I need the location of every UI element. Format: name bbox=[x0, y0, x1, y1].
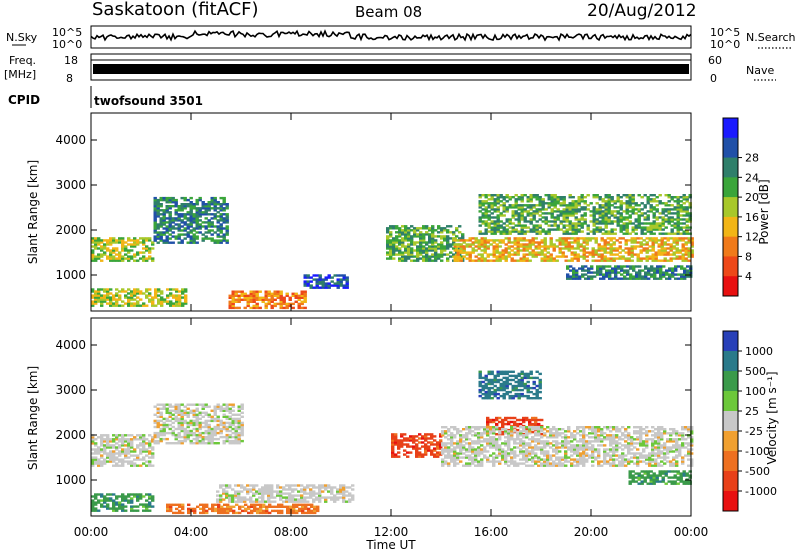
velocity-colorbar-tick: -100 bbox=[745, 445, 770, 458]
power-colorbar-segment bbox=[723, 177, 738, 198]
velocity-xtick-label: 12:00 bbox=[374, 525, 409, 539]
power-colorbar-segment bbox=[723, 137, 738, 159]
velocity-xtick-label: 00:00 bbox=[74, 525, 109, 539]
velocity-colorbar-tick: 100 bbox=[745, 385, 766, 398]
power-ytick-label: 3000 bbox=[55, 178, 86, 192]
velocity-colorbar-segment bbox=[723, 391, 738, 412]
velocity-colorbar-tick: 1000 bbox=[745, 345, 773, 358]
velocity-echo-region bbox=[91, 493, 155, 512]
velocity-colorbar-tick: 500 bbox=[745, 365, 766, 378]
velocity-echo-region bbox=[478, 370, 542, 400]
power-colorbar-segment bbox=[723, 276, 738, 297]
velocity-colorbar-segment bbox=[723, 491, 738, 512]
freq-tick-top: 18 bbox=[64, 54, 78, 67]
velocity-ytick-label: 2000 bbox=[55, 428, 86, 442]
velocity-colorbar-tick: 25 bbox=[745, 405, 759, 418]
velocity-colorbar-segment bbox=[723, 451, 738, 472]
nsearch-tick-bottom: 10^0 bbox=[710, 38, 740, 51]
velocity-colorbar-segment bbox=[723, 331, 738, 352]
cpid-label: CPID bbox=[8, 93, 40, 107]
nsky-label: N.Sky bbox=[6, 31, 38, 44]
power-echo-region bbox=[386, 225, 465, 262]
power-echo-region bbox=[91, 237, 155, 262]
date-title: 20/Aug/2012 bbox=[587, 1, 697, 21]
power-panel: 1000 2000 3000 4000 Slant Range [km] bbox=[26, 112, 694, 312]
freq-unit: [MHz] bbox=[4, 68, 36, 81]
velocity-xtick-label: 04:00 bbox=[174, 525, 209, 539]
power-echo-region bbox=[91, 288, 188, 307]
velocity-colorbar-label: Velocity [m s⁻¹] bbox=[765, 371, 779, 464]
power-colorbar-segment bbox=[723, 118, 738, 139]
nave-tick-top: 60 bbox=[708, 54, 722, 67]
velocity-xtick-label: 16:00 bbox=[474, 525, 509, 539]
cpid-row: CPID twofsound 3501 bbox=[8, 86, 203, 108]
power-colorbar-segment bbox=[723, 216, 738, 238]
velocity-echo-region bbox=[166, 503, 320, 515]
velocity-echo-region bbox=[153, 403, 244, 445]
velocity-colorbar-tick: -1000 bbox=[745, 485, 777, 498]
velocity-ytick-label: 3000 bbox=[55, 383, 86, 397]
velocity-colorbar-segment bbox=[723, 471, 738, 492]
velocity-echo-region bbox=[91, 434, 155, 467]
nsearch-tick-top: 10^5 bbox=[710, 26, 740, 39]
power-colorbar-tick: 16 bbox=[745, 211, 759, 224]
power-colorbar: 4 8 12 16 20 24 28 Power [dB] bbox=[722, 117, 771, 297]
velocity-colorbar-segment bbox=[723, 371, 738, 392]
velocity-colorbar-segment bbox=[723, 431, 738, 452]
freq-panel: Freq. [MHz] 18 8 60 0 Nave bbox=[4, 53, 776, 85]
power-ytick-label: 2000 bbox=[55, 223, 86, 237]
power-ytick-label: 1000 bbox=[55, 268, 86, 282]
cpid-value: twofsound 3501 bbox=[94, 94, 203, 108]
velocity-colorbar-segment bbox=[723, 351, 738, 372]
velocity-ytick-label: 1000 bbox=[55, 473, 86, 487]
nsky-tick-bottom: 10^0 bbox=[52, 38, 82, 51]
velocity-xtick-label: 20:00 bbox=[574, 525, 609, 539]
nsky-tick-top: 10^5 bbox=[52, 26, 82, 39]
power-colorbar-tick: 24 bbox=[745, 171, 759, 184]
nave-label: Nave bbox=[746, 64, 774, 77]
velocity-panel: 1000 2000 3000 4000 00:00 04:00 08:00 12:00 16:0… bbox=[26, 317, 709, 552]
velocity-ytick-label: 4000 bbox=[55, 338, 86, 352]
power-echo-region bbox=[228, 290, 307, 310]
power-echo-region bbox=[303, 274, 349, 289]
power-colorbar-segment bbox=[723, 256, 738, 277]
power-echo-region bbox=[566, 265, 693, 280]
velocity-colorbar-tick: -25 bbox=[745, 425, 763, 438]
velocity-xtick-label: 08:00 bbox=[274, 525, 309, 539]
beam-title: Beam 08 bbox=[355, 3, 422, 21]
power-echo-region bbox=[453, 237, 694, 262]
velocity-ylabel: Slant Range [km] bbox=[26, 366, 40, 470]
power-colorbar-segment bbox=[723, 157, 738, 178]
power-echo-region bbox=[478, 194, 692, 235]
power-colorbar-tick: 12 bbox=[745, 231, 759, 244]
power-colorbar-tick: 28 bbox=[745, 152, 759, 165]
power-colorbar-tick: 20 bbox=[745, 191, 759, 204]
velocity-echo-region bbox=[441, 426, 694, 467]
velocity-colorbar: 1000 500 100 25 -25 -100 -500 -1000 Velocity [m… bbox=[722, 330, 779, 512]
power-ytick-label: 4000 bbox=[55, 133, 86, 147]
station-title: Saskatoon (fitACF) bbox=[92, 0, 259, 20]
power-colorbar-tick: 4 bbox=[745, 270, 752, 283]
power-colorbar-tick: 8 bbox=[745, 250, 752, 263]
velocity-xtick-label: 00:00 bbox=[674, 525, 709, 539]
velocity-colorbar-segment bbox=[723, 411, 738, 432]
nave-tick-bottom: 0 bbox=[710, 72, 717, 85]
nsearch-label: N.Search bbox=[746, 31, 796, 44]
power-colorbar-label: Power [dB] bbox=[757, 179, 771, 244]
velocity-echo-region bbox=[216, 484, 355, 503]
nsky-panel: N.Sky 10^5 10^0 10^5 10^0 N.Search bbox=[6, 25, 796, 51]
velocity-xlabel: Time UT bbox=[365, 538, 416, 552]
velocity-colorbar-tick: -500 bbox=[745, 465, 770, 478]
velocity-echo-region bbox=[391, 433, 443, 458]
power-colorbar-segment bbox=[723, 197, 738, 218]
power-echo-region bbox=[153, 196, 229, 244]
power-ylabel: Slant Range [km] bbox=[26, 160, 40, 264]
velocity-echo-region bbox=[628, 470, 692, 485]
freq-tick-bottom: 8 bbox=[66, 72, 73, 85]
freq-label: Freq. bbox=[9, 54, 36, 67]
power-colorbar-segment bbox=[723, 236, 738, 257]
